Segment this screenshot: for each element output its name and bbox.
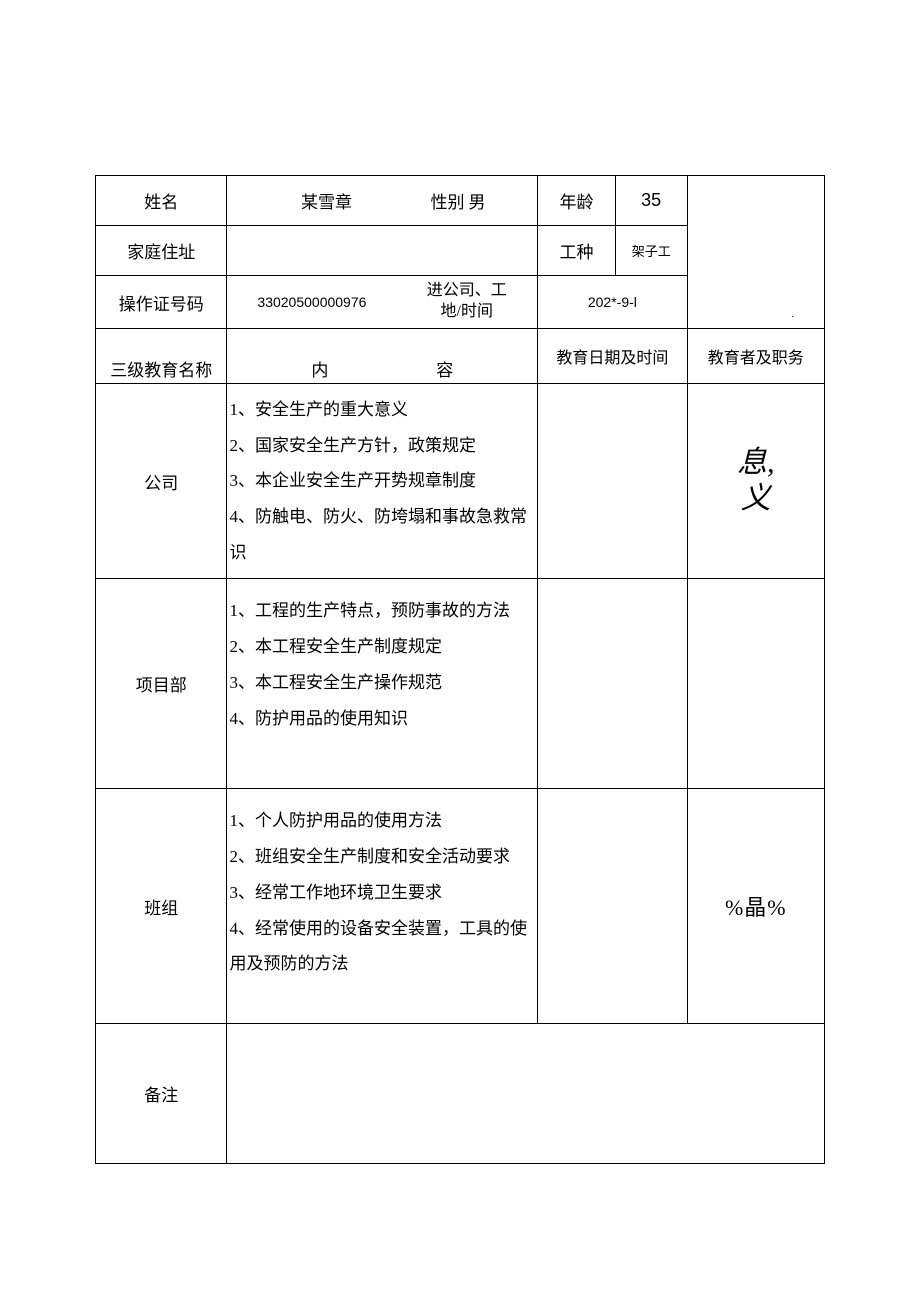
section-educator-0: 息, 义 [687, 384, 824, 579]
label-edulevel: 三级教育名称 [96, 329, 227, 384]
section-date-0 [538, 384, 687, 579]
value-age: 35 [615, 176, 687, 226]
value-worktype: 架子工 [615, 226, 687, 276]
label-edudate: 教育日期及时间 [538, 329, 687, 384]
section-educator-1 [687, 579, 824, 789]
value-enterdate: 202*-9-l [538, 276, 687, 329]
value-certno: 33020500000976 [227, 276, 396, 328]
section-level-1: 项目部 [96, 579, 227, 789]
section-level-0: 公司 [96, 384, 227, 579]
section-educator-2: %晶% [687, 789, 824, 1024]
section-content-2: 1、个人防护用品的使用方法 2、班组安全生产制度和安全活动要求 3、经常工作地环… [227, 789, 538, 1024]
label-name: 姓名 [96, 176, 227, 226]
value-name: 某雪章 [227, 176, 425, 225]
section-date-2 [538, 789, 687, 1024]
section-level-2: 班组 [96, 789, 227, 1024]
label-age: 年龄 [538, 176, 616, 226]
label-entertime: 进公司、工地/时间 [396, 276, 537, 328]
section-content-1: 1、工程的生产特点，预防事故的方法 2、本工程安全生产制度规定 3、本工程安全生… [227, 579, 538, 789]
label-worktype: 工种 [538, 226, 616, 276]
label-content: 内 容 [227, 329, 538, 384]
value-remark [227, 1024, 825, 1164]
value-address [227, 226, 538, 276]
section-content-0: 1、安全生产的重大意义 2、国家安全生产方针，政策规定 3、本企业安全生产开势规… [227, 384, 538, 579]
section-date-1 [538, 579, 687, 789]
row-name-gender: 某雪章 性别男 [227, 176, 538, 226]
label-gender: 性别男 [426, 176, 538, 225]
photo-area: . [687, 176, 824, 329]
label-remark: 备注 [96, 1024, 227, 1164]
education-form-table: 姓名 某雪章 性别男 年龄 35 . 家庭住址 工种 架子工 操作证号码 330… [95, 175, 825, 1164]
label-certno: 操作证号码 [96, 276, 227, 329]
row-cert-enter: 33020500000976 进公司、工地/时间 [227, 276, 538, 329]
label-address: 家庭住址 [96, 226, 227, 276]
label-educator: 教育者及职务 [687, 329, 824, 384]
